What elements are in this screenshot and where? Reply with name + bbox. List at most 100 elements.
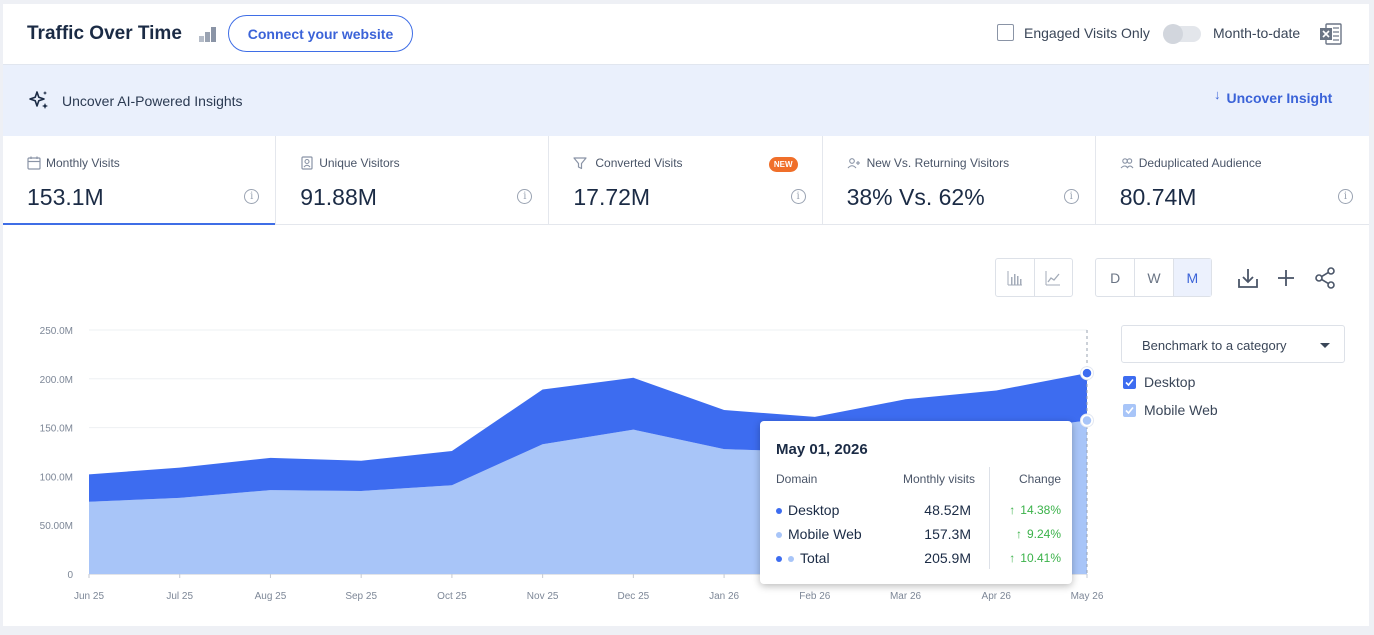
line-chart-button[interactable] bbox=[1033, 259, 1072, 296]
x-tick-label: Mar 26 bbox=[890, 591, 922, 602]
switch-knob bbox=[1163, 24, 1183, 44]
sparkle-icon bbox=[29, 91, 48, 109]
x-tick-label: Jun 25 bbox=[74, 591, 104, 602]
tab-unique-visitors[interactable]: Unique Visitors 91.88M i bbox=[276, 136, 550, 224]
granularity-weekly-button[interactable]: W bbox=[1134, 259, 1172, 296]
ai-insights-bar: Uncover AI-Powered Insights ↓ Uncover In… bbox=[3, 64, 1369, 136]
checkmark-icon bbox=[1125, 378, 1134, 386]
bar-chart-icon bbox=[1007, 270, 1022, 285]
legend-label: Mobile Web bbox=[1144, 402, 1218, 418]
granularity-monthly-button[interactable]: M bbox=[1172, 259, 1212, 296]
hover-marker-desktop bbox=[1081, 367, 1093, 379]
new-badge: NEW bbox=[768, 157, 798, 172]
info-icon[interactable]: i bbox=[244, 189, 260, 204]
month-to-date-label: Month-to-date bbox=[1213, 25, 1301, 41]
tooltip-row-total: Total 205.9M ↑ 10.41% bbox=[776, 549, 1061, 569]
chart-type-toggle bbox=[995, 258, 1073, 297]
people-icon bbox=[1120, 158, 1134, 169]
tooltip-row-value: 48.52M bbox=[924, 502, 971, 518]
y-tick-label: 250.0M bbox=[40, 326, 73, 337]
metric-value: 91.88M bbox=[300, 184, 377, 210]
legend-item-mobile-web[interactable]: Mobile Web bbox=[1123, 402, 1218, 418]
info-icon[interactable]: i bbox=[790, 189, 806, 204]
checkmark-icon bbox=[1125, 406, 1134, 414]
metric-tabs: Monthly Visits 153.1M i Unique Visitors … bbox=[3, 136, 1369, 225]
tooltip-divider bbox=[989, 467, 990, 569]
ai-insights-label: Uncover AI-Powered Insights bbox=[62, 93, 243, 109]
person-add-icon bbox=[847, 158, 860, 169]
y-tick-label: 150.0M bbox=[40, 424, 73, 435]
x-tick-label: Jan 26 bbox=[709, 591, 739, 602]
x-tick-label: Oct 25 bbox=[437, 591, 467, 602]
engaged-visits-checkbox[interactable] bbox=[997, 24, 1014, 41]
arrow-down-icon: ↓ bbox=[1214, 87, 1221, 102]
add-icon[interactable] bbox=[1274, 266, 1298, 290]
x-tick-label: Apr 26 bbox=[982, 591, 1012, 602]
arrow-up-icon: ↑ bbox=[1015, 527, 1022, 541]
metric-label: Unique Visitors bbox=[319, 156, 400, 170]
tooltip-row-change: ↑ 10.41% bbox=[1009, 551, 1061, 565]
arrow-up-icon: ↑ bbox=[1009, 503, 1016, 517]
desktop-dot-icon bbox=[776, 508, 782, 514]
granularity-toggle: D W M bbox=[1095, 258, 1212, 297]
engaged-visits-toggle[interactable]: Engaged Visits Only bbox=[997, 24, 1150, 41]
x-tick-label: Aug 25 bbox=[255, 591, 287, 602]
x-tick-label: Sep 25 bbox=[345, 591, 377, 602]
tab-monthly-visits[interactable]: Monthly Visits 153.1M i bbox=[3, 136, 277, 225]
traffic-card: Traffic Over Time Connect your website E… bbox=[3, 4, 1369, 626]
info-icon[interactable]: i bbox=[1337, 189, 1353, 204]
uncover-insight-label: Uncover Insight bbox=[1226, 90, 1333, 106]
chart-tooltip: May 01, 2026 Domain Monthly visits Chang… bbox=[760, 421, 1072, 584]
metric-label: Deduplicated Audience bbox=[1138, 156, 1262, 170]
total-mobile-dot-icon bbox=[788, 556, 794, 562]
month-to-date-switch[interactable] bbox=[1163, 24, 1201, 44]
excel-export-icon[interactable] bbox=[1319, 22, 1343, 46]
line-chart-icon bbox=[1045, 270, 1061, 285]
info-icon[interactable]: i bbox=[1063, 189, 1079, 204]
y-tick-label: 50.00M bbox=[40, 521, 73, 532]
granularity-daily-button[interactable]: D bbox=[1110, 269, 1121, 286]
metric-value: 80.74M bbox=[1119, 184, 1197, 210]
metric-label: New Vs. Returning Visitors bbox=[866, 156, 1010, 170]
uncover-insight-link[interactable]: ↓ Uncover Insight bbox=[1214, 87, 1333, 106]
area-series-desktop bbox=[89, 373, 1087, 502]
legend-label: Desktop bbox=[1144, 374, 1196, 390]
tab-converted-visits[interactable]: Converted Visits NEW 17.72M i bbox=[549, 136, 823, 224]
tooltip-visits-header: Monthly visits bbox=[903, 472, 976, 486]
tooltip-row-name: Mobile Web bbox=[788, 526, 862, 542]
legend-checkbox-mobile-web[interactable] bbox=[1123, 403, 1136, 417]
hover-marker-mobile-web bbox=[1081, 414, 1093, 427]
mobile-web-dot-icon bbox=[776, 532, 782, 538]
y-tick-label: 0 bbox=[67, 570, 73, 581]
tooltip-row-value: 205.9M bbox=[924, 550, 971, 566]
legend-item-desktop[interactable]: Desktop bbox=[1123, 374, 1195, 390]
tooltip-row-mobile-web: Mobile Web 157.3M ↑ 9.24% bbox=[776, 525, 1061, 545]
x-tick-label: Jul 25 bbox=[166, 591, 193, 602]
share-icon[interactable] bbox=[1313, 266, 1337, 290]
metric-value: 17.72M bbox=[573, 184, 651, 210]
x-tick-label: Feb 26 bbox=[799, 591, 831, 602]
rank-bars-icon[interactable] bbox=[199, 26, 217, 42]
person-badge-icon bbox=[301, 156, 313, 170]
download-icon[interactable] bbox=[1236, 266, 1260, 290]
tab-new-vs-returning[interactable]: New Vs. Returning Visitors 38% Vs. 62% i bbox=[823, 136, 1096, 224]
calendar-icon bbox=[27, 156, 41, 170]
tooltip-change-header: Change bbox=[1019, 472, 1062, 486]
tab-deduplicated-audience[interactable]: Deduplicated Audience 80.74M i bbox=[1096, 136, 1369, 224]
info-icon[interactable]: i bbox=[517, 189, 533, 204]
tooltip-row-change: ↑ 14.38% bbox=[1009, 503, 1061, 517]
page-title: Traffic Over Time bbox=[27, 23, 182, 44]
tooltip-row-value: 157.3M bbox=[924, 526, 971, 542]
y-tick-label: 100.0M bbox=[40, 472, 73, 483]
benchmark-label: Benchmark to a category bbox=[1142, 338, 1287, 353]
tooltip-row-name: Total bbox=[800, 550, 830, 566]
bar-chart-button[interactable] bbox=[996, 259, 1034, 296]
x-tick-label: Dec 25 bbox=[618, 591, 650, 602]
metric-label: Converted Visits bbox=[595, 156, 683, 170]
card-header: Traffic Over Time Connect your website E… bbox=[3, 4, 1369, 64]
total-desktop-dot-icon bbox=[776, 556, 782, 562]
legend-checkbox-desktop[interactable] bbox=[1123, 375, 1136, 389]
x-tick-label: May 26 bbox=[1071, 591, 1103, 602]
connect-website-button[interactable]: Connect your website bbox=[228, 15, 413, 52]
benchmark-dropdown[interactable]: Benchmark to a category bbox=[1121, 325, 1345, 363]
